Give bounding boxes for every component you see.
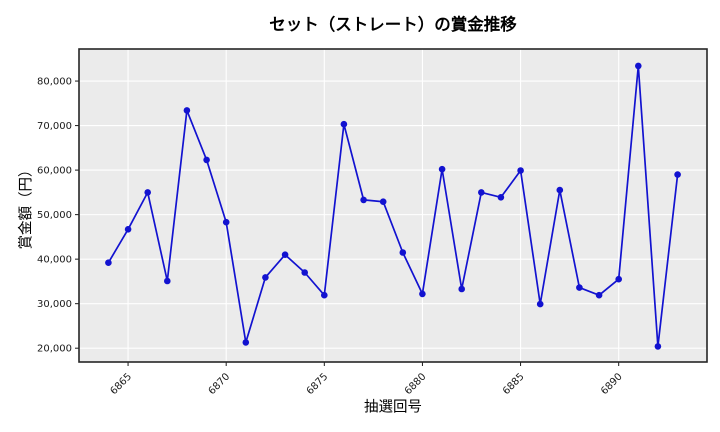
data-point xyxy=(183,107,191,114)
data-point xyxy=(478,189,485,196)
data-point xyxy=(635,62,642,70)
y-tick-label: 60,000 xyxy=(37,166,72,177)
data-point xyxy=(615,275,622,283)
data-point xyxy=(674,171,681,178)
data-point xyxy=(438,165,446,173)
data-point xyxy=(340,120,348,128)
data-point xyxy=(497,194,505,201)
data-point xyxy=(458,285,466,293)
data-point xyxy=(105,259,112,267)
y-tick-label: 20,000 xyxy=(37,344,72,355)
x-axis-label: 抽選回号 xyxy=(364,399,422,416)
axes-frame xyxy=(78,48,708,363)
data-point xyxy=(576,284,583,291)
data-point xyxy=(144,189,151,196)
chart-title: セット（ストレート）の賞金推移 xyxy=(269,15,517,34)
data-point xyxy=(419,290,426,298)
plot-background xyxy=(79,49,707,362)
x-tick-label: 6870 xyxy=(207,371,233,397)
data-point xyxy=(281,251,289,258)
data-point xyxy=(242,339,250,346)
y-axis-label: 賞金額（円） xyxy=(18,162,35,250)
data-point xyxy=(654,343,662,350)
y-tick-label: 30,000 xyxy=(37,299,72,310)
data-point xyxy=(222,218,230,226)
data-line xyxy=(107,65,679,348)
x-tick-label: 6875 xyxy=(305,371,331,397)
data-point xyxy=(301,269,309,276)
data-point xyxy=(164,277,171,285)
x-tick-label: 6890 xyxy=(599,371,625,397)
y-tick-label: 40,000 xyxy=(37,255,72,266)
data-point xyxy=(517,167,524,174)
data-point xyxy=(399,249,407,256)
data-point xyxy=(262,274,269,281)
data-point xyxy=(536,300,544,308)
x-tick-label: 6880 xyxy=(403,371,429,397)
data-point xyxy=(203,156,210,164)
y-tick-label: 80,000 xyxy=(37,77,72,88)
data-point xyxy=(556,186,564,194)
data-point xyxy=(321,291,328,299)
y-tick-label: 70,000 xyxy=(37,121,72,132)
data-point xyxy=(360,196,367,204)
y-tick-label: 50,000 xyxy=(37,210,72,221)
data-point xyxy=(595,291,603,299)
data-point xyxy=(379,198,387,205)
x-tick-label: 6865 xyxy=(108,371,134,397)
x-tick-label: 6885 xyxy=(501,371,527,397)
data-point xyxy=(124,226,132,233)
